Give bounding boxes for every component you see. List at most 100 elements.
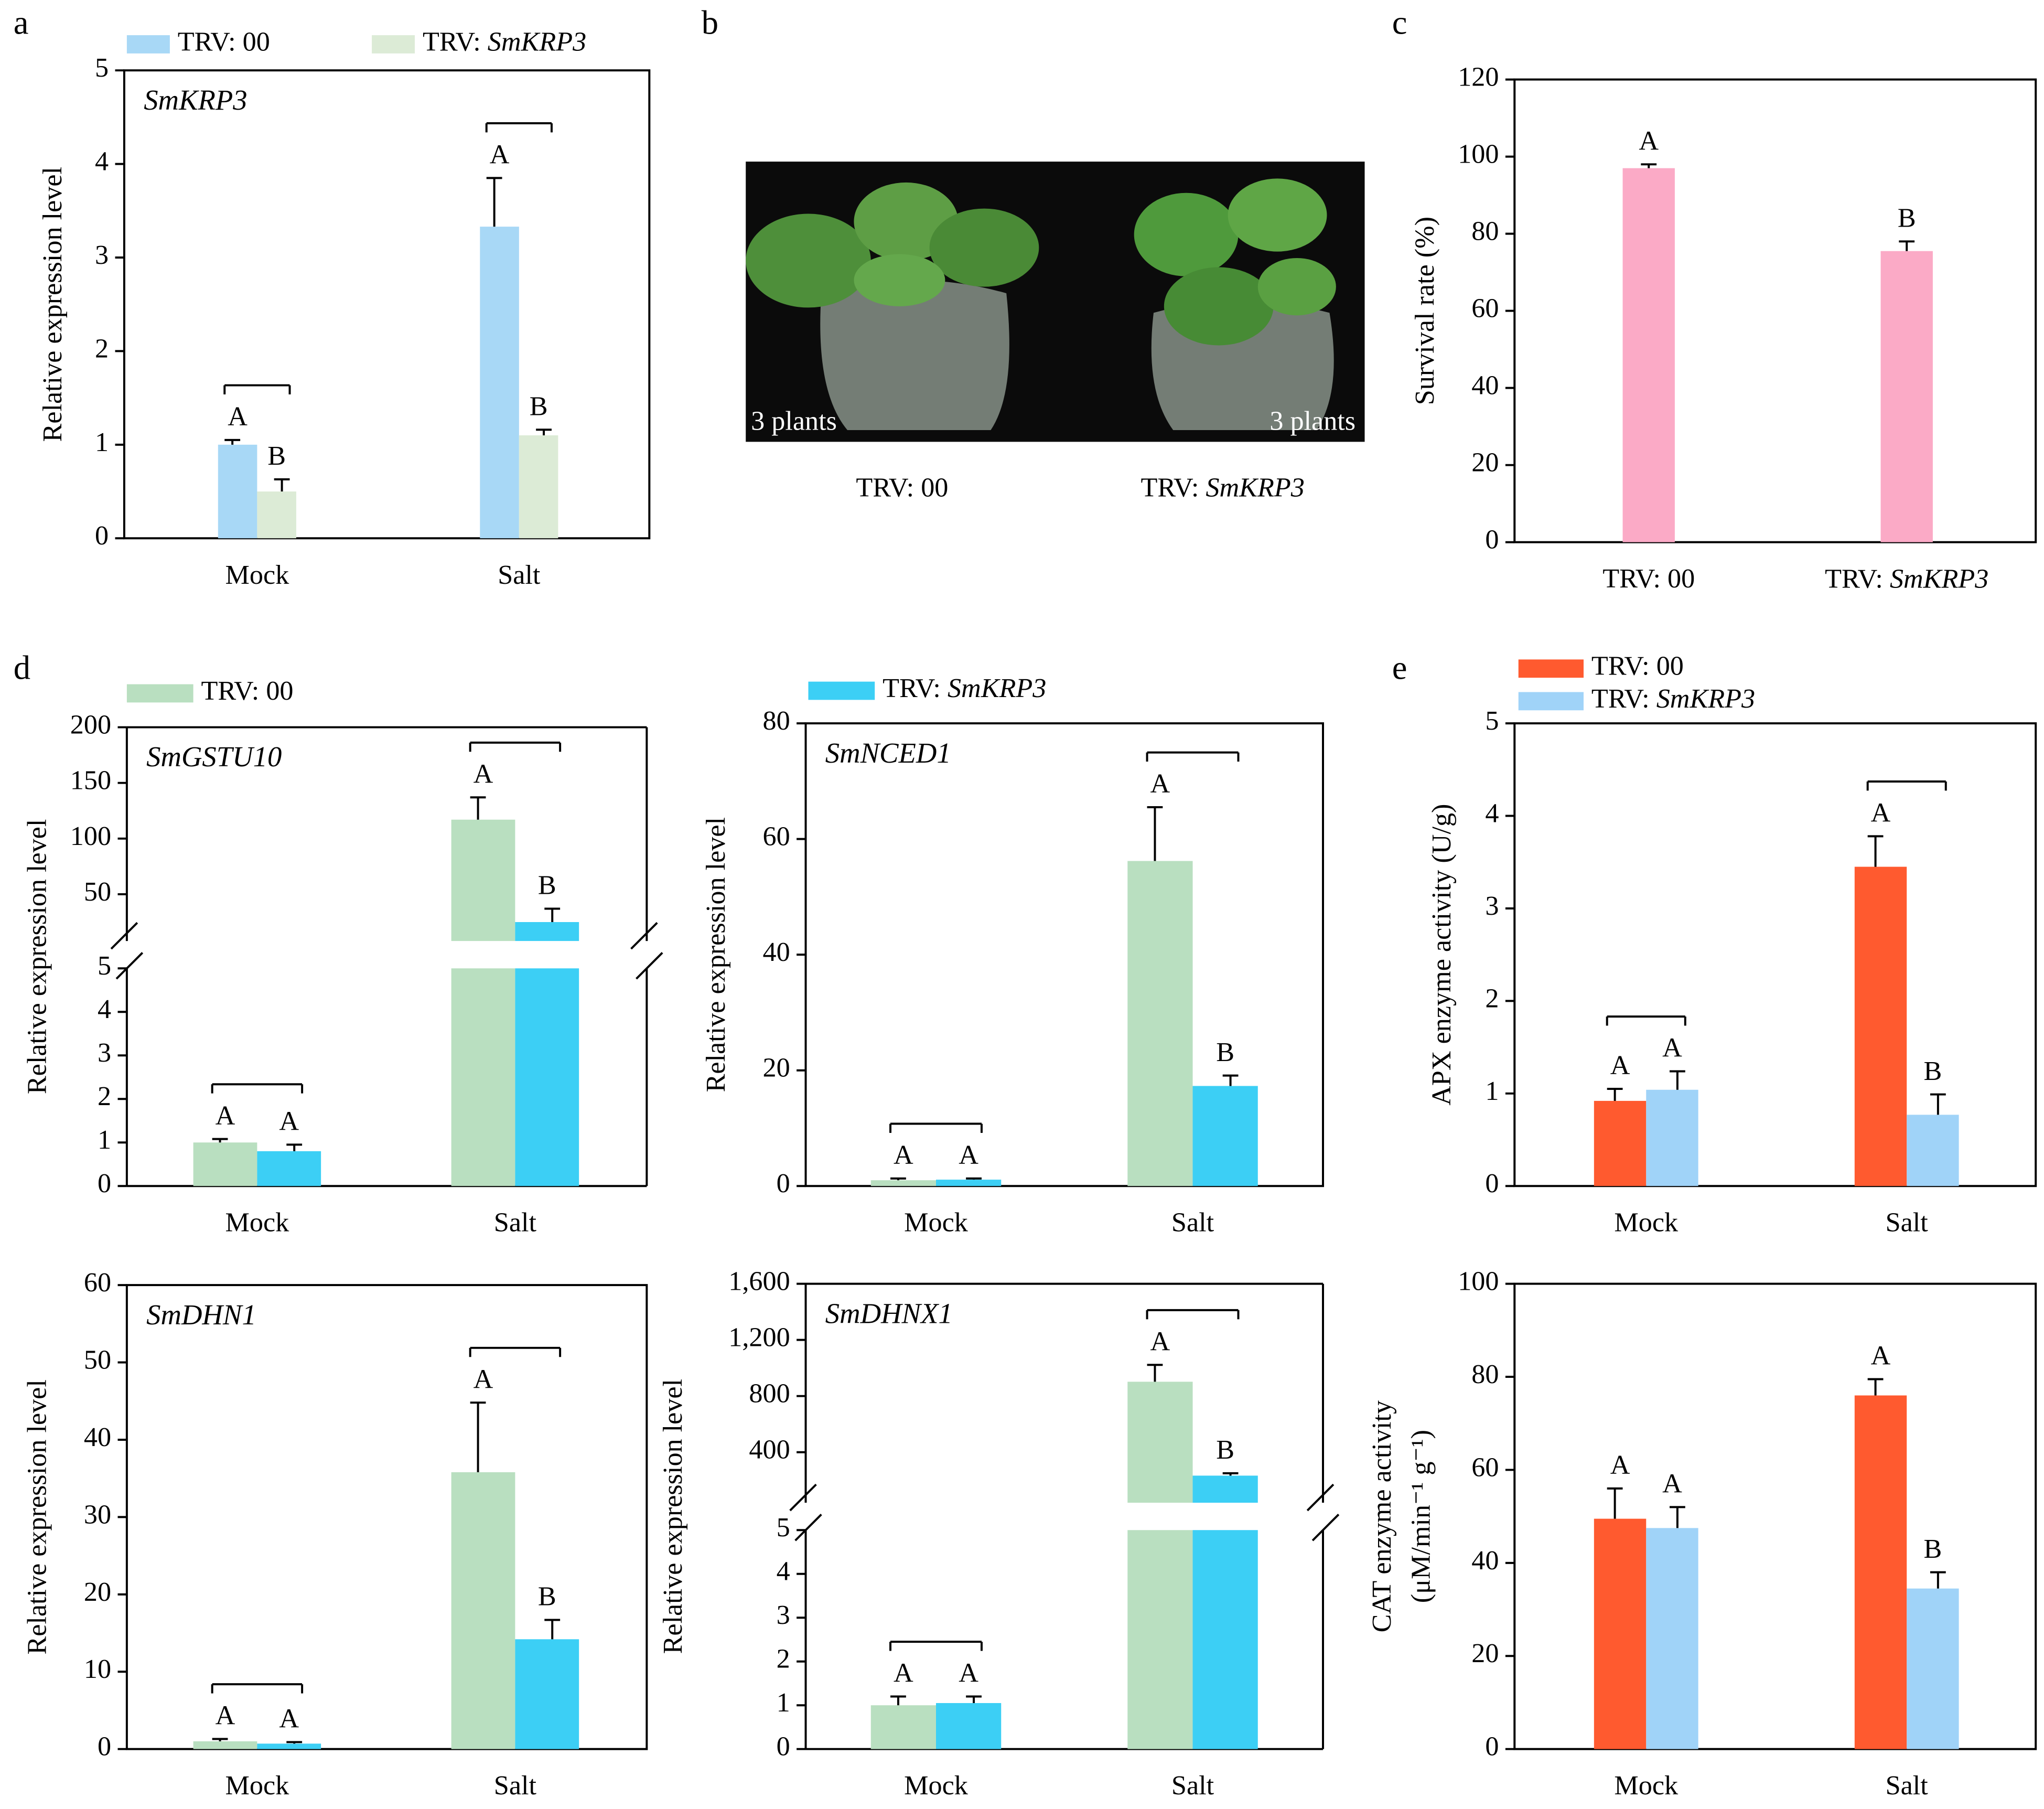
panel-label: a	[14, 4, 29, 41]
y-tick-label: 120	[1458, 62, 1499, 92]
y-tick-label: 1,600	[728, 1267, 790, 1297]
significance-letter: A	[216, 1101, 235, 1131]
significance-letter: A	[279, 1704, 299, 1734]
significance-letter: B	[1216, 1037, 1234, 1067]
significance-letter: A	[1150, 769, 1170, 799]
significance-letter: A	[1610, 1450, 1630, 1480]
y-axis-label: Relative expression level	[22, 1379, 52, 1654]
y-tick-label: 3	[1485, 891, 1499, 921]
bar	[515, 968, 579, 1186]
bar	[1854, 1395, 1907, 1749]
significance-letter: A	[1639, 126, 1659, 156]
bar	[1127, 861, 1193, 1186]
bar	[519, 435, 558, 539]
bar	[1127, 1530, 1193, 1749]
y-tick-label: 0	[98, 1732, 111, 1762]
x-tick-label: Salt	[1171, 1208, 1214, 1238]
bar	[480, 227, 519, 539]
significance-letter: A	[228, 402, 248, 432]
y-tick-label: 400	[749, 1435, 790, 1465]
y-tick-label: 3	[777, 1600, 790, 1630]
significance-letter: B	[1898, 204, 1916, 233]
chart-title: SmKRP3	[144, 84, 247, 116]
y-axis-label: Survival rate (%)	[1410, 217, 1440, 405]
y-tick-label: 2	[98, 1082, 111, 1111]
photo-caption: TRV: 00	[856, 473, 948, 502]
chart: 0 20 40 60 80 100 CAT enzyme activity (μM/min⁻¹…	[1367, 1267, 2037, 1801]
y-tick-label: 20	[763, 1053, 790, 1083]
axis-break	[110, 922, 138, 950]
leaf	[854, 254, 945, 306]
y-tick-label: 40	[1471, 371, 1499, 401]
significance-letter: A	[474, 759, 493, 789]
chart-title: SmGSTU10	[146, 741, 282, 773]
significance-letter: B	[538, 1582, 556, 1612]
bar	[193, 1741, 257, 1749]
legend-label: TRV: 00	[178, 27, 270, 57]
bar	[1127, 1382, 1193, 1503]
significance-letter: A	[894, 1140, 913, 1170]
x-tick-label: Mock	[225, 1208, 290, 1238]
x-tick-label: Salt	[498, 560, 541, 590]
leaf	[1134, 192, 1239, 276]
bar	[1622, 168, 1675, 542]
y-tick-label: 2	[95, 334, 109, 363]
chart-title: SmDHN1	[146, 1299, 256, 1331]
significance-letter: A	[959, 1140, 978, 1170]
legend-swatch	[372, 35, 415, 53]
significance-letter: A	[216, 1701, 235, 1731]
y-tick-label: 4	[1485, 798, 1499, 828]
bar	[1594, 1100, 1647, 1186]
legend-label: TRV: SmKRP3	[1591, 684, 1755, 714]
significance-letter: B	[1216, 1435, 1234, 1465]
bar	[870, 1705, 936, 1749]
chart: 0 1 2 3 4 5 Relative expression level SmKRP3 a Mo…	[14, 4, 651, 590]
bar	[1192, 1086, 1258, 1186]
y-tick-label: 100	[70, 821, 111, 851]
significance-letter: A	[474, 1364, 493, 1394]
y-tick-label: 100	[1458, 140, 1499, 169]
axis-break	[789, 1483, 817, 1512]
axis-break	[1306, 1483, 1335, 1512]
bar	[1594, 1518, 1647, 1749]
x-tick-label: Salt	[1171, 1771, 1214, 1801]
significance-letter: A	[959, 1658, 978, 1688]
y-tick-label: 80	[1471, 1360, 1499, 1389]
plot-frame	[123, 69, 651, 540]
bar	[870, 1180, 936, 1186]
x-tick-label: Salt	[494, 1771, 537, 1801]
bar	[1192, 1475, 1258, 1503]
y-tick-label: 5	[95, 53, 109, 83]
y-tick-label: 0	[95, 521, 109, 551]
significance-letter: A	[490, 140, 510, 170]
bar	[1646, 1089, 1698, 1186]
bar	[515, 922, 579, 941]
bar	[935, 1703, 1002, 1749]
bar	[257, 1743, 321, 1749]
y-tick-label: 0	[98, 1169, 111, 1198]
y-tick-label: 0	[1485, 1732, 1499, 1762]
y-tick-label: 1	[1485, 1076, 1499, 1106]
bar	[1854, 866, 1907, 1186]
bar	[451, 819, 515, 941]
photo-label: 3 plants	[1270, 406, 1356, 436]
chart: 0 20 40 60 80 100 120 Survival rate (%) c TRV: 00…	[1392, 4, 2037, 594]
chart: 0 1 2 3 4 5 400 800 1,200 1,600 Relative expressio…	[658, 1267, 1340, 1801]
significance-letter: B	[530, 392, 548, 422]
y-tick-label: 20	[84, 1577, 111, 1607]
bar	[1907, 1588, 1959, 1749]
y-axis-label: Relative expression level	[22, 819, 52, 1094]
bar	[193, 1142, 257, 1186]
leaf	[1228, 178, 1327, 252]
significance-letter: A	[1662, 1469, 1682, 1499]
y-tick-label: 10	[84, 1654, 111, 1684]
y-tick-label: 0	[777, 1732, 790, 1762]
x-tick-label: TRV: SmKRP3	[1825, 564, 1988, 594]
x-tick-label: Salt	[494, 1208, 537, 1238]
y-tick-label: 3	[95, 240, 109, 270]
chart-title: SmNCED1	[825, 737, 951, 769]
significance-letter: B	[538, 871, 556, 901]
axis-break	[115, 952, 144, 980]
y-tick-label: 1	[95, 427, 109, 457]
